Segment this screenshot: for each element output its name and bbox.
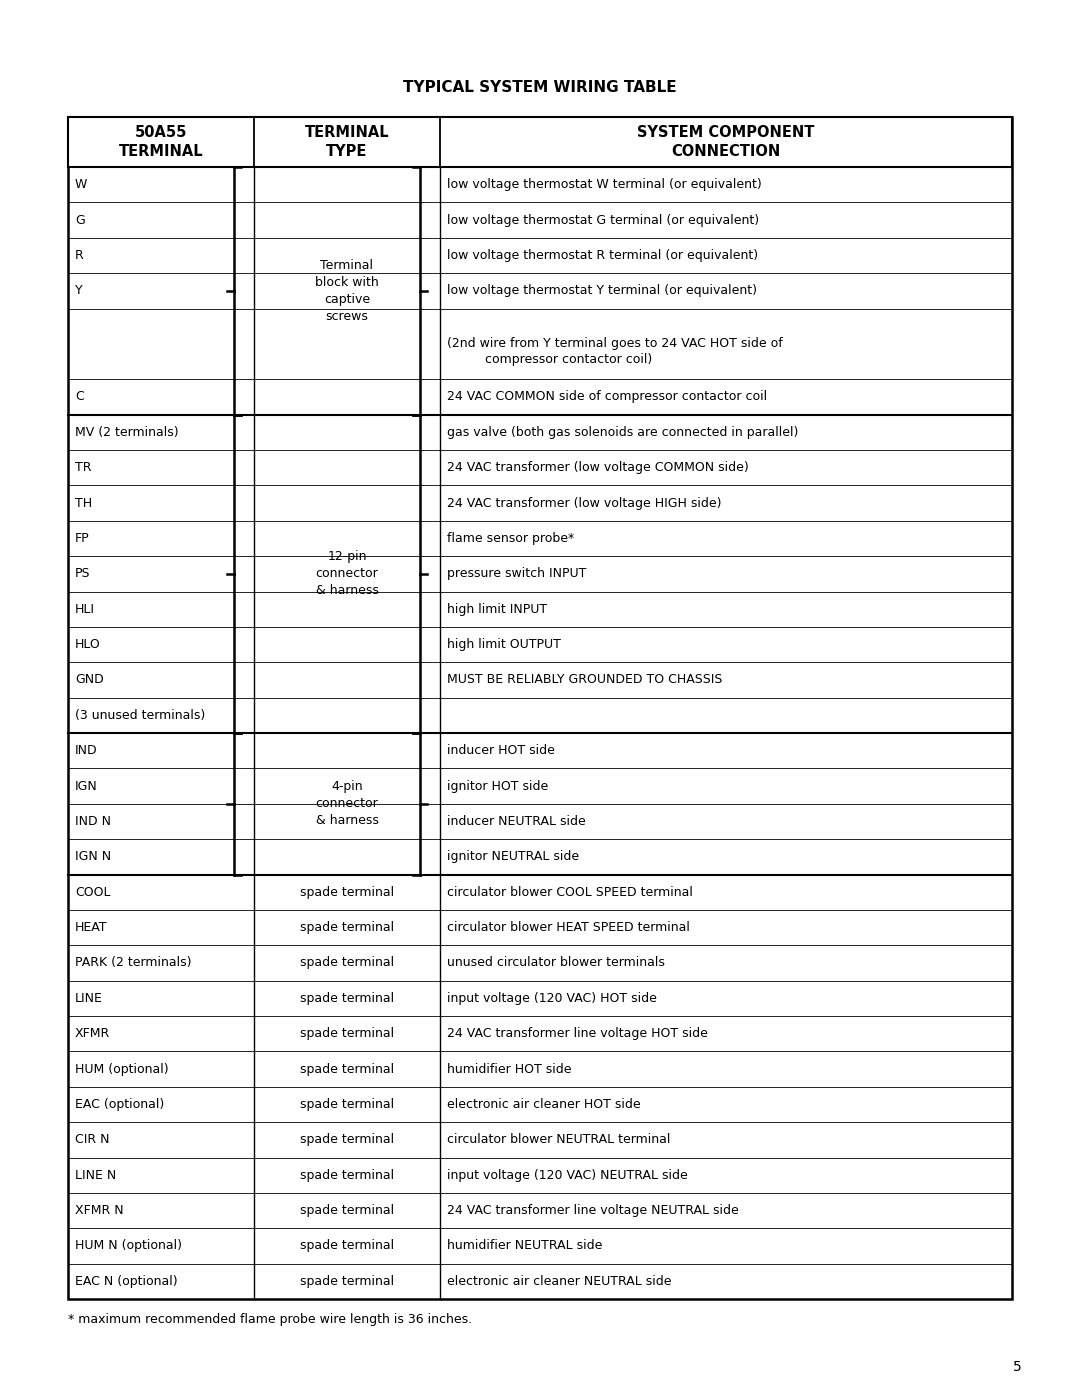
Text: spade terminal: spade terminal (300, 1169, 394, 1182)
Text: humidifier NEUTRAL side: humidifier NEUTRAL side (447, 1239, 603, 1253)
Text: MUST BE RELIABLY GROUNDED TO CHASSIS: MUST BE RELIABLY GROUNDED TO CHASSIS (447, 673, 723, 686)
Text: 50A55
TERMINAL: 50A55 TERMINAL (119, 126, 203, 159)
Text: spade terminal: spade terminal (300, 1098, 394, 1111)
Text: high limit OUTPUT: high limit OUTPUT (447, 638, 561, 651)
Text: Terminal
block with
captive
screws: Terminal block with captive screws (315, 258, 379, 323)
Text: 24 VAC transformer line voltage NEUTRAL side: 24 VAC transformer line voltage NEUTRAL … (447, 1204, 739, 1217)
Bar (68, 117, 1012, 168)
Text: ignitor HOT side: ignitor HOT side (447, 780, 549, 792)
Text: 24 VAC transformer line voltage HOT side: 24 VAC transformer line voltage HOT side (447, 1027, 707, 1041)
Text: R: R (75, 249, 84, 263)
Text: G: G (75, 214, 84, 226)
Text: spade terminal: spade terminal (300, 1063, 394, 1076)
Text: low voltage thermostat R terminal (or equivalent): low voltage thermostat R terminal (or eq… (447, 249, 758, 263)
Text: LINE N: LINE N (75, 1169, 117, 1182)
Bar (68, 117, 1012, 1299)
Text: 24 VAC transformer (low voltage COMMON side): 24 VAC transformer (low voltage COMMON s… (447, 461, 748, 474)
Text: low voltage thermostat Y terminal (or equivalent): low voltage thermostat Y terminal (or eq… (447, 285, 757, 298)
Text: HUM (optional): HUM (optional) (75, 1063, 168, 1076)
Text: electronic air cleaner NEUTRAL side: electronic air cleaner NEUTRAL side (447, 1275, 672, 1288)
Text: IGN: IGN (75, 780, 98, 792)
Text: EAC N (optional): EAC N (optional) (75, 1275, 177, 1288)
Text: Y: Y (75, 285, 83, 298)
Text: input voltage (120 VAC) NEUTRAL side: input voltage (120 VAC) NEUTRAL side (447, 1169, 688, 1182)
Text: 4-pin
connector
& harness: 4-pin connector & harness (315, 781, 378, 827)
Text: ignitor NEUTRAL side: ignitor NEUTRAL side (447, 851, 579, 863)
Text: XFMR N: XFMR N (75, 1204, 123, 1217)
Text: W: W (75, 179, 87, 191)
Text: spade terminal: spade terminal (300, 1204, 394, 1217)
Text: spade terminal: spade terminal (300, 992, 394, 1004)
Text: HLO: HLO (75, 638, 100, 651)
Text: pressure switch INPUT: pressure switch INPUT (447, 567, 586, 580)
Text: C: C (75, 390, 84, 404)
Text: XFMR: XFMR (75, 1027, 110, 1041)
Text: inducer NEUTRAL side: inducer NEUTRAL side (447, 814, 585, 828)
Text: TERMINAL
TYPE: TERMINAL TYPE (305, 126, 389, 159)
Text: SYSTEM COMPONENT
CONNECTION: SYSTEM COMPONENT CONNECTION (637, 126, 814, 159)
Text: TR: TR (75, 461, 92, 474)
Text: COOL: COOL (75, 886, 110, 898)
Text: compressor contactor coil): compressor contactor coil) (465, 353, 652, 366)
Text: FP: FP (75, 532, 90, 545)
Text: 24 VAC COMMON side of compressor contactor coil: 24 VAC COMMON side of compressor contact… (447, 390, 767, 404)
Text: spade terminal: spade terminal (300, 1239, 394, 1253)
Text: PS: PS (75, 567, 91, 580)
Text: flame sensor probe*: flame sensor probe* (447, 532, 575, 545)
Text: spade terminal: spade terminal (300, 957, 394, 970)
Text: humidifier HOT side: humidifier HOT side (447, 1063, 571, 1076)
Text: PARK (2 terminals): PARK (2 terminals) (75, 957, 191, 970)
Text: IGN N: IGN N (75, 851, 111, 863)
Text: (3 unused terminals): (3 unused terminals) (75, 708, 205, 722)
Text: spade terminal: spade terminal (300, 1275, 394, 1288)
Text: 24 VAC transformer (low voltage HIGH side): 24 VAC transformer (low voltage HIGH sid… (447, 496, 721, 510)
Text: MV (2 terminals): MV (2 terminals) (75, 426, 178, 439)
Text: circulator blower COOL SPEED terminal: circulator blower COOL SPEED terminal (447, 886, 693, 898)
Text: TYPICAL SYSTEM WIRING TABLE: TYPICAL SYSTEM WIRING TABLE (403, 80, 677, 95)
Text: TH: TH (75, 496, 92, 510)
Text: circulator blower HEAT SPEED terminal: circulator blower HEAT SPEED terminal (447, 921, 690, 935)
Text: low voltage thermostat W terminal (or equivalent): low voltage thermostat W terminal (or eq… (447, 179, 761, 191)
Text: HUM N (optional): HUM N (optional) (75, 1239, 183, 1253)
Text: spade terminal: spade terminal (300, 1027, 394, 1041)
Text: * maximum recommended flame probe wire length is 36 inches.: * maximum recommended flame probe wire l… (68, 1313, 472, 1326)
Text: HLI: HLI (75, 602, 95, 616)
Text: spade terminal: spade terminal (300, 886, 394, 898)
Text: IND N: IND N (75, 814, 111, 828)
Text: high limit INPUT: high limit INPUT (447, 602, 548, 616)
Text: HEAT: HEAT (75, 921, 108, 935)
Text: spade terminal: spade terminal (300, 1133, 394, 1147)
Text: 5: 5 (1013, 1361, 1022, 1375)
Text: inducer HOT side: inducer HOT side (447, 745, 555, 757)
Text: low voltage thermostat G terminal (or equivalent): low voltage thermostat G terminal (or eq… (447, 214, 759, 226)
Text: gas valve (both gas solenoids are connected in parallel): gas valve (both gas solenoids are connec… (447, 426, 798, 439)
Text: LINE: LINE (75, 992, 103, 1004)
Text: EAC (optional): EAC (optional) (75, 1098, 164, 1111)
Text: CIR N: CIR N (75, 1133, 109, 1147)
Text: circulator blower NEUTRAL terminal: circulator blower NEUTRAL terminal (447, 1133, 671, 1147)
Text: input voltage (120 VAC) HOT side: input voltage (120 VAC) HOT side (447, 992, 657, 1004)
Text: electronic air cleaner HOT side: electronic air cleaner HOT side (447, 1098, 640, 1111)
Text: IND: IND (75, 745, 97, 757)
Text: GND: GND (75, 673, 104, 686)
Text: unused circulator blower terminals: unused circulator blower terminals (447, 957, 665, 970)
Text: spade terminal: spade terminal (300, 921, 394, 935)
Text: 12-pin
connector
& harness: 12-pin connector & harness (315, 550, 378, 598)
Text: (2nd wire from Y terminal goes to 24 VAC HOT side of: (2nd wire from Y terminal goes to 24 VAC… (447, 337, 783, 351)
